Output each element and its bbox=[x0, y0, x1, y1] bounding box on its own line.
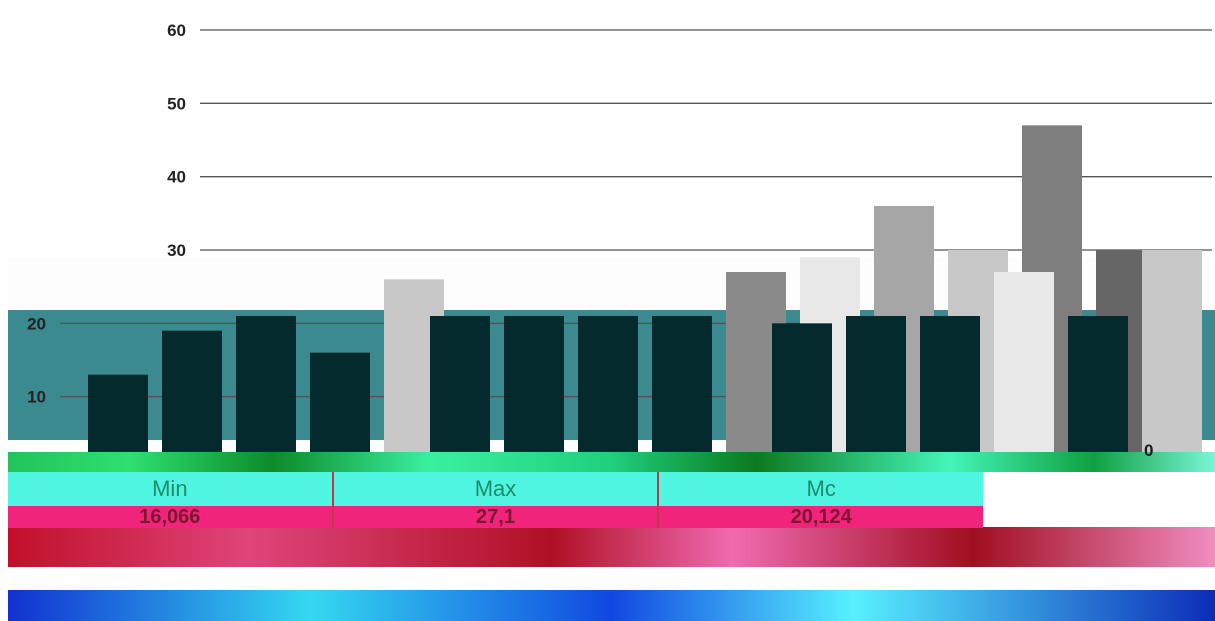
bar-g1-2 bbox=[578, 316, 638, 470]
bar-g1-3 bbox=[652, 316, 712, 470]
y-tick-label-60: 60 bbox=[167, 21, 186, 40]
stats-value-min: 16,066 bbox=[8, 506, 332, 528]
stats-col-min: Min 16,066 bbox=[8, 472, 334, 528]
stats-value-max: 27,1 bbox=[333, 506, 658, 528]
stats-col-mean: Mc 20,124 bbox=[659, 472, 984, 528]
stats-table: Min 16,066 Max 27,1 Mc 20,124 bbox=[8, 472, 984, 528]
bar-g1-0 bbox=[430, 316, 490, 470]
y-tick-label-10: 10 bbox=[27, 388, 46, 407]
stats-header-min: Min bbox=[8, 472, 332, 506]
stats-col-max: Max 27,1 bbox=[333, 472, 660, 528]
bar-g0-3 bbox=[310, 352, 370, 470]
y-tick-label-40: 40 bbox=[167, 168, 186, 187]
bar-g2-4 bbox=[1068, 316, 1128, 470]
bar-g2-2 bbox=[920, 316, 980, 470]
bar-g2-3 bbox=[994, 272, 1054, 470]
bar-g2-1 bbox=[846, 316, 906, 470]
magenta-noise-strip bbox=[8, 527, 1215, 567]
blue-noise-strip bbox=[8, 590, 1215, 621]
y-tick-label-50: 50 bbox=[167, 94, 186, 113]
corner-zero-label: 0 bbox=[1144, 441, 1154, 460]
stats-header-mean: Mc bbox=[659, 472, 984, 506]
bar-g1-1 bbox=[504, 316, 564, 470]
bar-g2-0 bbox=[772, 323, 832, 470]
y-tick-label-30: 30 bbox=[167, 241, 186, 260]
bar-g0-1 bbox=[162, 330, 222, 470]
bar-g0-2 bbox=[236, 316, 296, 470]
y-tick-label-20: 20 bbox=[27, 314, 46, 333]
stats-header-max: Max bbox=[333, 472, 658, 506]
bar-g2-5 bbox=[1142, 250, 1202, 470]
stats-value-mean: 20,124 bbox=[659, 506, 984, 528]
green-noise-strip bbox=[8, 452, 1215, 472]
